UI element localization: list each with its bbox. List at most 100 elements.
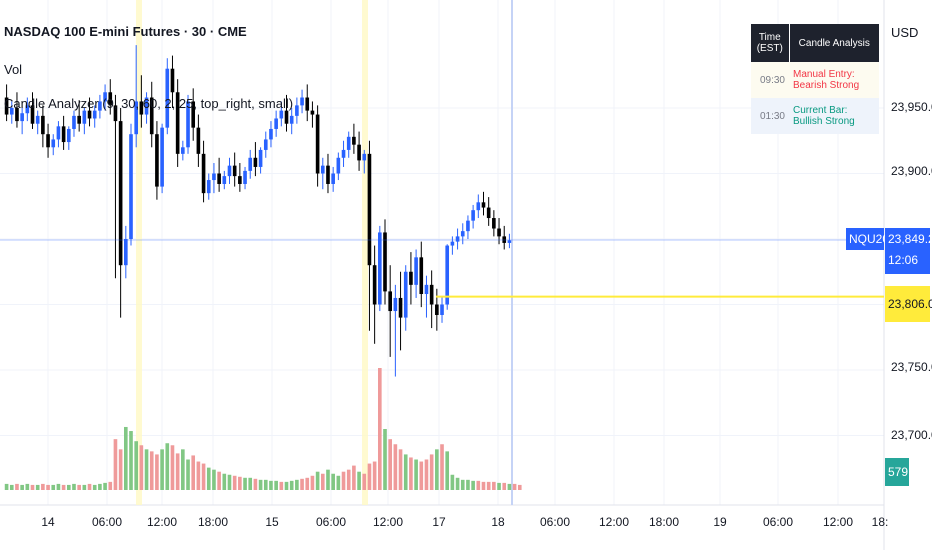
volume-bar: [517, 484, 522, 490]
volume-bar: [263, 479, 268, 490]
symbol-title[interactable]: NASDAQ 100 E-mini Futures · 30 · CME: [4, 24, 247, 39]
volume-bar: [15, 483, 19, 490]
candle-body: [274, 118, 278, 129]
candle-body: [253, 157, 258, 167]
row-analysis: Manual Entry: Bearish Strong: [789, 62, 879, 98]
volume-bar: [460, 479, 465, 490]
candle-body: [61, 126, 66, 143]
volume-bar: [279, 481, 284, 490]
volume-bar: [409, 457, 413, 490]
volume-bar: [9, 484, 14, 490]
candle-body: [341, 149, 346, 158]
candle-body: [476, 202, 481, 211]
time-tick: 15: [265, 515, 279, 529]
candle-body: [336, 157, 341, 174]
volume-bar: [165, 443, 170, 490]
volume-bar: [30, 484, 35, 490]
candle-body: [295, 105, 299, 116]
price-tick: 23,700.00: [891, 428, 932, 442]
volume-bar: [388, 439, 392, 490]
volume-bar: [269, 480, 273, 490]
time-tick: 06:00: [315, 515, 347, 529]
candle-body: [362, 153, 367, 161]
volume-bar: [486, 481, 491, 490]
candle-body: [284, 110, 289, 124]
candle-body: [191, 101, 196, 128]
volume-bar: [315, 471, 320, 490]
volume-bar: [383, 429, 387, 490]
table-header-time: Time (EST): [751, 24, 790, 62]
volume-bar: [274, 480, 278, 490]
volume-bar: [144, 449, 149, 490]
indicator-label[interactable]: Candle Analyzer (9, 30, 60, 2, 25, top_r…: [4, 96, 294, 111]
volume-bar: [82, 484, 87, 490]
candle-body: [357, 144, 361, 161]
volume-bar: [103, 482, 107, 490]
row-time: 01:30: [751, 98, 789, 134]
volume-bar: [41, 483, 45, 490]
volume-bar: [367, 463, 372, 490]
volume-bar: [326, 469, 330, 490]
currency-label[interactable]: USD: [891, 25, 919, 40]
volume-bar: [492, 481, 496, 490]
last-price-badge: 23,849.25 12:06: [885, 228, 932, 274]
time-tick: 06:00: [762, 515, 794, 529]
candle-body: [300, 97, 304, 106]
candle-body: [20, 113, 24, 122]
volume-bar: [466, 479, 470, 490]
volume-bar: [175, 453, 180, 490]
candle-body: [201, 153, 206, 194]
candle-body: [103, 92, 107, 102]
candle-body: [393, 297, 398, 312]
volume-bar: [398, 449, 403, 490]
volume-bar: [201, 463, 206, 490]
candle-body: [507, 240, 512, 243]
candle-body: [118, 121, 123, 266]
symbol-badge: NQU2025: [846, 228, 902, 250]
candle-body: [481, 202, 486, 208]
candle-body: [160, 127, 164, 187]
candle-body: [372, 265, 377, 305]
time-tick: 14: [41, 515, 55, 529]
candle-body: [206, 180, 211, 194]
volume-indicator-label[interactable]: Vol: [4, 62, 23, 77]
volume-bar: [186, 459, 190, 490]
candle-body: [269, 128, 273, 140]
session-highlight: [136, 0, 142, 505]
volume-bar: [238, 476, 242, 490]
volume-bar: [129, 431, 133, 490]
volume-bar: [435, 449, 439, 490]
volume-bar: [232, 475, 237, 490]
volume-bar: [25, 483, 30, 490]
candle-body: [352, 136, 356, 145]
candle-body: [222, 176, 227, 184]
candle-body: [492, 218, 496, 229]
volume-bar: [497, 482, 501, 490]
candle-body: [331, 173, 335, 184]
row-analysis: Current Bar: Bullish Strong: [789, 98, 879, 134]
volume-bar: [320, 473, 325, 490]
volume-bar: [181, 449, 185, 490]
candle-body: [4, 97, 9, 115]
candle-body: [445, 245, 450, 305]
price-tick: 23,950.00: [891, 100, 932, 114]
volume-bar: [362, 473, 367, 490]
candle-body: [388, 291, 392, 312]
candle-body: [129, 134, 133, 239]
candle-body: [227, 165, 232, 177]
time-tick: 19: [713, 515, 727, 529]
time-tick: 18:00: [197, 515, 229, 529]
time-tick: 12:00: [146, 515, 178, 529]
candle-body: [497, 228, 501, 237]
volume-bar: [61, 484, 66, 490]
candle-body: [9, 108, 14, 115]
volume-bar: [206, 467, 211, 490]
volume-bar: [243, 477, 247, 490]
candle-body: [232, 165, 237, 177]
candle-body: [419, 257, 424, 295]
volume-value-badge: 579: [885, 458, 909, 486]
volume-bar: [440, 444, 444, 490]
candle-body: [398, 297, 403, 318]
candle-body: [429, 284, 434, 305]
